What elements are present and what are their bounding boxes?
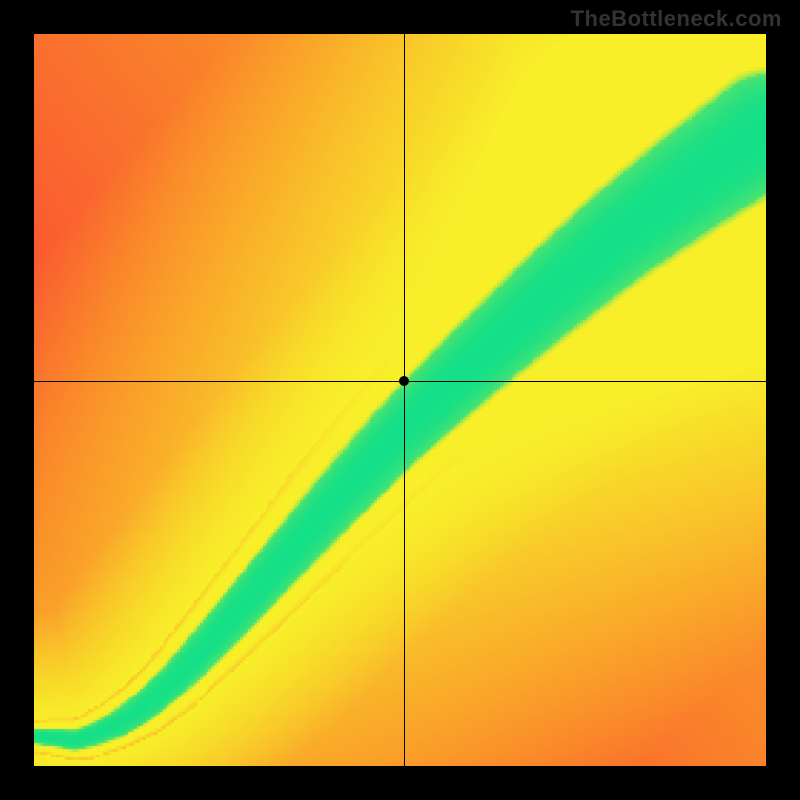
crosshair-vertical [404,34,405,766]
selection-marker [399,376,409,386]
heatmap-canvas [34,34,766,766]
watermark-text: TheBottleneck.com [571,6,782,32]
bottleneck-heatmap-plot [34,34,766,766]
